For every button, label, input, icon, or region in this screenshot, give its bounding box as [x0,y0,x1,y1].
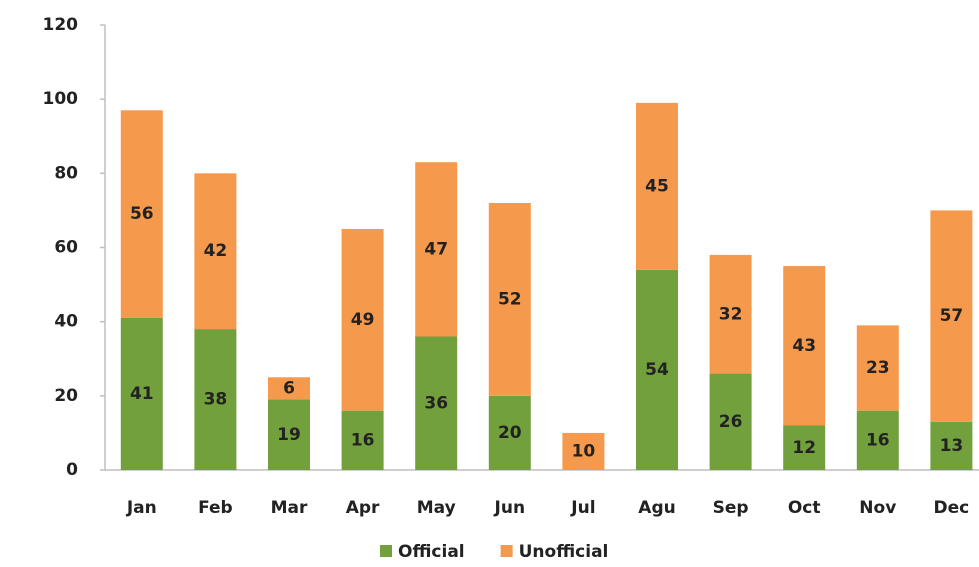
data-label: 43 [792,336,816,356]
x-tick-label: Apr [346,498,380,518]
data-label: 36 [424,393,448,413]
bar-segment [562,432,605,470]
bar-segment [341,228,384,411]
y-tick-label: 80 [54,163,78,183]
bar-segment [488,395,531,470]
x-tick-label: Mar [271,498,308,518]
bar-segment [856,325,899,411]
bar-segment [341,410,384,470]
bar-segment [194,329,237,470]
bar-segment [856,410,899,470]
bar-segment [120,110,163,318]
x-tick-label: Nov [859,498,896,518]
x-tick-label: Oct [788,498,821,518]
data-label: 26 [719,412,743,432]
data-label: 32 [719,304,743,324]
data-label: 13 [940,436,964,456]
y-tick-label: 100 [43,89,79,109]
y-tick-label: 120 [43,15,79,35]
x-tick-label: Feb [198,498,233,518]
bar-segment [930,421,973,470]
x-tick-label: Jul [570,498,595,518]
data-label: 49 [351,310,375,330]
data-label: 20 [498,423,522,443]
data-label: 19 [277,425,301,445]
y-tick-label: 60 [54,238,78,258]
legend-label: Unofficial [519,542,609,562]
bar-segment [636,102,678,270]
legend-swatch [500,545,513,557]
bar-segment [636,269,678,470]
y-tick-label: 40 [54,312,78,332]
data-label: 10 [572,441,596,461]
bar-segment [783,425,826,470]
data-label: 16 [866,430,890,450]
bar-segment [783,266,826,426]
x-tick-label: Agu [638,498,675,518]
x-tick-label: May [417,498,456,518]
data-label: 45 [645,176,669,196]
data-label: 54 [645,360,669,380]
data-label: 38 [204,390,228,410]
data-label: 47 [424,239,448,259]
data-label: 16 [351,430,375,450]
x-tick-label: Dec [934,498,970,518]
x-tick-label: Jun [494,498,526,518]
data-label: 23 [866,358,890,378]
bar-segment [930,210,973,422]
bar-segment [709,373,752,470]
bar-segment [488,203,531,396]
bar-segment [709,254,752,374]
data-label: 57 [940,306,964,326]
data-label: 12 [792,438,816,458]
bar-segment [268,377,310,400]
x-tick-label: Jan [126,498,157,518]
data-label: 56 [130,204,154,224]
bar-segment [194,173,237,330]
x-tick-label: Sep [713,498,749,518]
bar-segment [415,336,458,470]
bar-segment [120,317,163,470]
y-tick-label: 20 [54,386,78,406]
legend-label: Official [398,542,465,562]
data-label: 6 [283,378,295,398]
data-label: 41 [130,384,154,404]
bar-segment [415,162,458,337]
data-label: 52 [498,289,522,309]
legend-swatch [380,545,392,557]
y-tick-label: 0 [66,460,78,480]
data-label: 42 [204,241,228,261]
bar-segment [268,399,310,470]
